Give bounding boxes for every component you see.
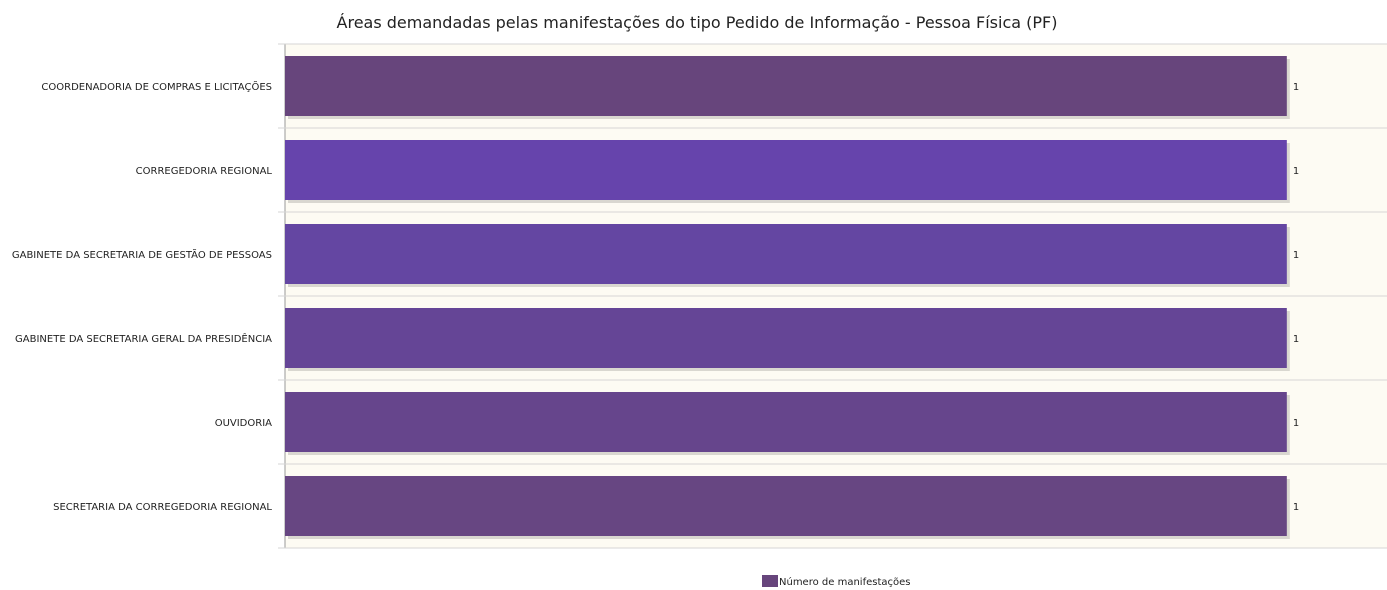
bar[interactable] (285, 476, 1287, 536)
data-label: 1 (1293, 166, 1299, 177)
chart-title: Áreas demandadas pelas manifestações do … (337, 13, 1058, 32)
legend-swatch (762, 575, 778, 587)
data-label: 1 (1293, 82, 1299, 93)
data-label: 1 (1293, 250, 1299, 261)
category-labels: COORDENADORIA DE COMPRAS E LICITAÇÕES COR… (12, 80, 273, 513)
data-label: 1 (1293, 334, 1299, 345)
category-label: SECRETARIA DA CORREGEDORIA REGIONAL (53, 502, 272, 513)
bars (285, 56, 1290, 539)
category-label: OUVIDORIA (215, 418, 272, 429)
data-label: 1 (1293, 418, 1299, 429)
data-labels: 1 1 1 1 1 1 (1293, 82, 1299, 513)
bar[interactable] (285, 308, 1287, 368)
data-label: 1 (1293, 502, 1299, 513)
category-label: CORREGEDORIA REGIONAL (136, 166, 273, 177)
category-label: COORDENADORIA DE COMPRAS E LICITAÇÕES (41, 80, 272, 93)
legend-label: Número de manifestações (779, 576, 910, 588)
category-label: GABINETE DA SECRETARIA DE GESTÃO DE PESS… (12, 248, 272, 261)
category-label: GABINETE DA SECRETARIA GERAL DA PRESIDÊN… (15, 332, 272, 345)
bar[interactable] (285, 140, 1287, 200)
bar[interactable] (285, 392, 1287, 452)
bar[interactable] (285, 224, 1287, 284)
legend: Número de manifestações (762, 575, 910, 588)
bar[interactable] (285, 56, 1287, 116)
grid-lines (278, 43, 1387, 549)
